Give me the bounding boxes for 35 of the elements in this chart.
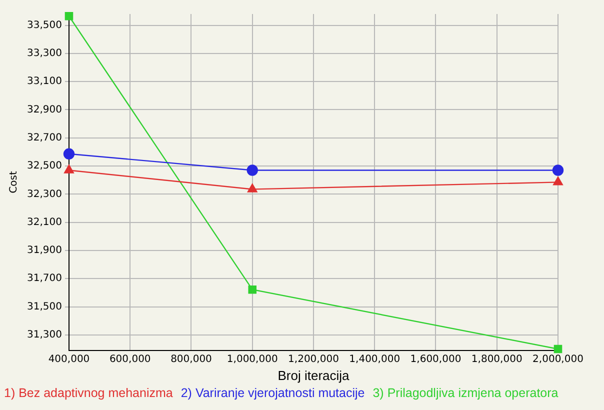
y-tick-label: 32,900 [26, 104, 62, 116]
y-tick-label: 33,500 [26, 20, 62, 31]
y-tick-label: 31,700 [26, 273, 62, 284]
y-tick-label: 32,300 [26, 188, 62, 200]
y-tick-label: 32,500 [26, 160, 62, 172]
x-tick-label: 1,400,000 [349, 354, 400, 365]
point [64, 12, 74, 20]
text: 1) Bez adaptivnog mehanizma [4, 386, 173, 400]
x-tick-label: 400,000 [48, 354, 90, 365]
y-tick-label: 33,100 [26, 76, 62, 88]
text: 3) Prilagodljiva izmjena operatora [372, 386, 558, 400]
text: 2) Variranje vjerojatnosti mutacije [180, 386, 365, 400]
x-tick-label: 1,000,000 [226, 354, 278, 365]
x-tick-label: 1,800,000 [471, 354, 522, 365]
point [554, 344, 562, 354]
point [552, 164, 564, 176]
point [246, 164, 258, 176]
point [64, 164, 74, 174]
y-tick-label: 31,300 [26, 330, 62, 341]
x-axis-title: Broj iteracija [278, 368, 350, 383]
x-tick-label: 1,200,000 [288, 354, 339, 365]
point [247, 184, 258, 192]
x-tick-label: 1,600,000 [410, 354, 462, 365]
y-tick-label: 32,100 [26, 216, 62, 228]
x-tick-label: 800,000 [170, 354, 212, 365]
y-tick-label: 33,300 [26, 48, 62, 60]
point [248, 285, 257, 294]
point [63, 148, 75, 160]
x-tick-label: 600,000 [109, 354, 151, 365]
y-tick-label: 31,900 [26, 245, 62, 256]
x-tick-label: 2,000,000 [532, 354, 584, 365]
y-tick-label: 31,500 [26, 301, 62, 312]
y-tick-label: 32,700 [26, 132, 62, 144]
y-axis-title: Cost [8, 171, 20, 194]
point [553, 176, 563, 186]
